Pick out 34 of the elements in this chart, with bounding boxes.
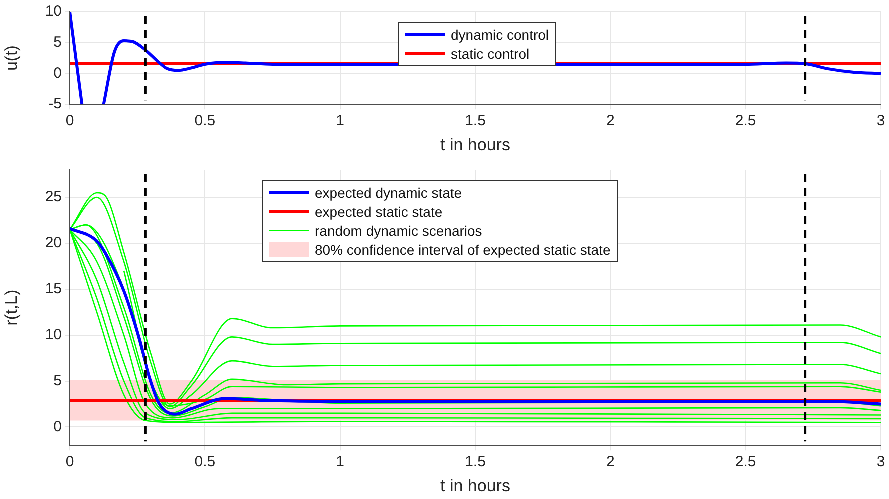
x-tick-label: 2.5 (735, 454, 756, 471)
x-tick-label: 0 (66, 454, 74, 471)
legend-label: expected dynamic state (315, 184, 462, 200)
y-axis-title: u(t) (2, 46, 21, 72)
y-tick-label: -5 (48, 96, 62, 113)
y-tick-label: 25 (45, 188, 62, 206)
x-tick-label: 2.5 (735, 112, 756, 130)
y-tick-label: 20 (45, 234, 62, 252)
legend-label: dynamic control (451, 26, 550, 42)
x-tick-label: 1 (336, 454, 345, 471)
y-tick-label: 10 (45, 326, 62, 344)
x-tick-label: 0 (66, 112, 74, 130)
y-tick-label: 5 (54, 34, 62, 52)
y-tick-label: 5 (54, 372, 62, 390)
x-axis-title: t in hours (440, 135, 510, 154)
y-axis-title: r(t,L) (2, 290, 21, 326)
x-tick-label: 1.5 (465, 112, 486, 130)
y-tick-label: 15 (45, 280, 62, 298)
legend-label: static control (451, 46, 530, 62)
x-tick-label: 0.5 (194, 112, 216, 130)
legend-label: 80% confidence interval of expected static state (315, 242, 611, 258)
x-tick-label: 1 (336, 112, 345, 130)
x-tick-label: 3 (876, 112, 886, 130)
legend-label: expected static state (315, 204, 443, 220)
x-tick-label: 2 (606, 454, 615, 471)
legend-label: random dynamic scenarios (315, 222, 482, 238)
x-tick-label: 2 (606, 112, 615, 130)
x-tick-label: 3 (876, 454, 886, 471)
y-tick-label: 0 (54, 418, 62, 436)
y-tick-label: 0 (54, 64, 62, 82)
y-tick-label: 10 (45, 3, 62, 20)
x-axis-title: t in hours (440, 476, 510, 496)
x-tick-label: 1.5 (465, 454, 486, 471)
x-tick-label: 0.5 (194, 454, 216, 471)
